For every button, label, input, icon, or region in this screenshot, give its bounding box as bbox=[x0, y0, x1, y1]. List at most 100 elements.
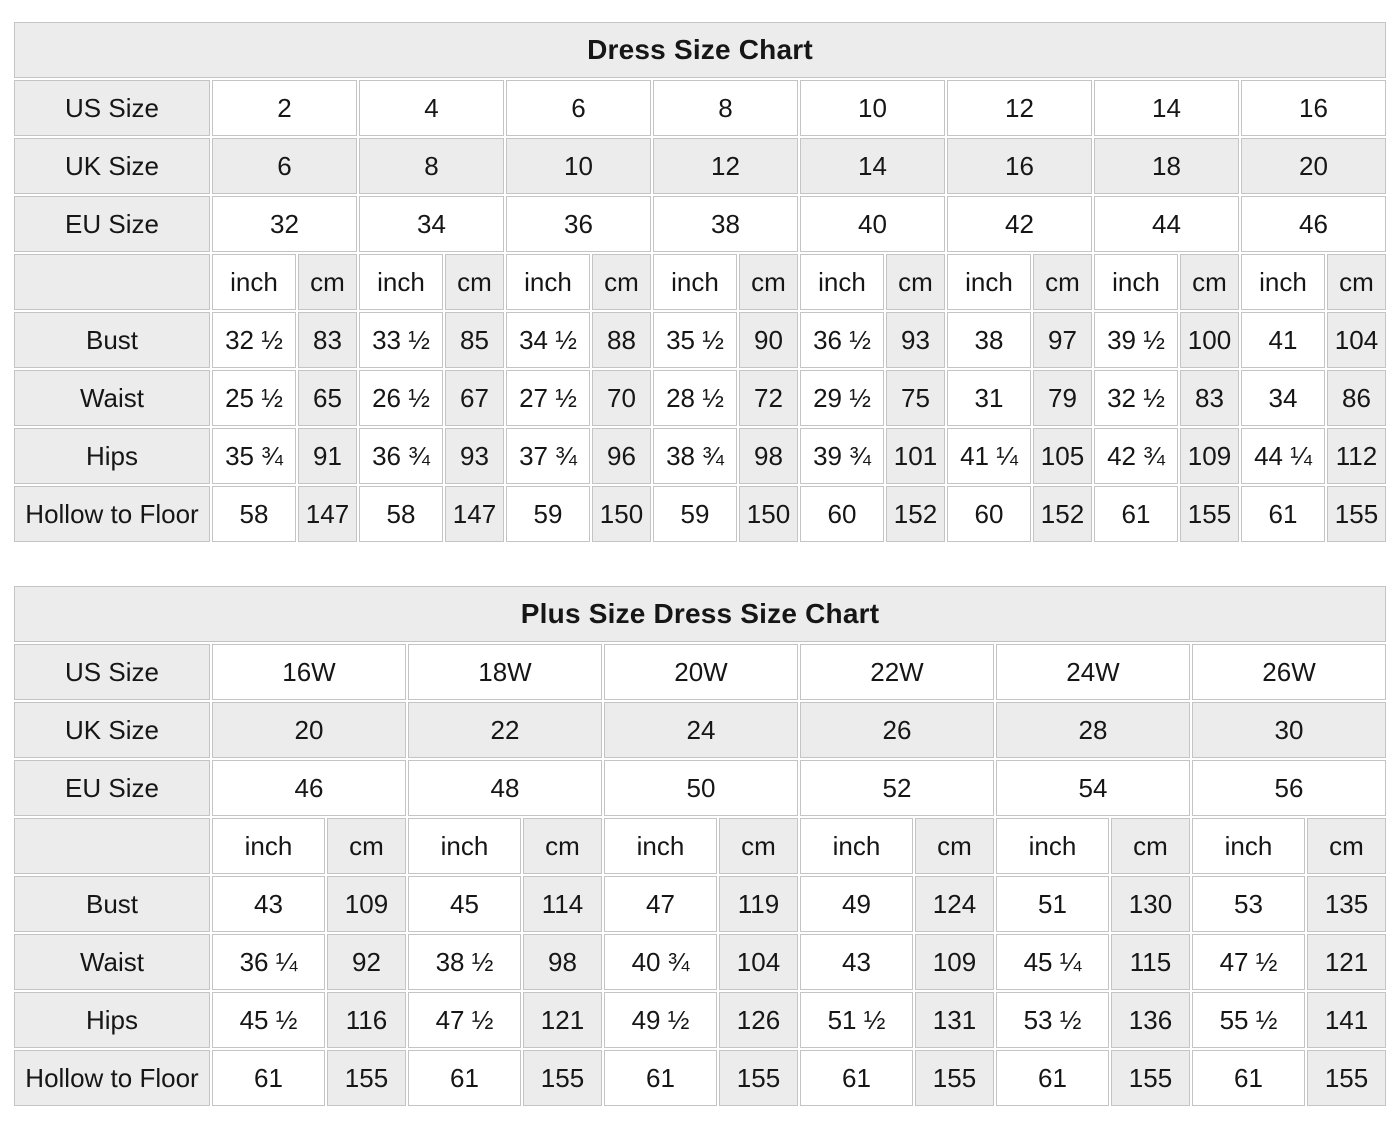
measurement-value-inch: 49 bbox=[800, 876, 913, 932]
measurement-value-cm: 152 bbox=[886, 486, 945, 542]
measurement-value-cm: 114 bbox=[523, 876, 602, 932]
size-value-cell: 30 bbox=[1192, 702, 1387, 758]
measurement-row: Hollow to Floor 61 155 61 155 61 155 61 155 61 155… bbox=[14, 1050, 1387, 1106]
measurement-value-cm: 150 bbox=[739, 486, 798, 542]
size-value-cell: 12 bbox=[653, 138, 798, 194]
measurement-value-cm: 83 bbox=[298, 312, 357, 368]
measurement-value-inch: 38 ¾ bbox=[653, 428, 737, 484]
measurement-value-cm: 104 bbox=[719, 934, 798, 990]
size-value-cell: 14 bbox=[800, 138, 945, 194]
measurement-value-inch: 41 bbox=[1241, 312, 1325, 368]
measurement-value-cm: 124 bbox=[915, 876, 994, 932]
measurement-value-inch: 34 bbox=[1241, 370, 1325, 426]
unit-cell-cm: cm bbox=[1327, 254, 1386, 310]
unit-cell-cm: cm bbox=[1180, 254, 1239, 310]
unit-cell-inch: inch bbox=[1094, 254, 1178, 310]
measurement-value-cm: 121 bbox=[1307, 934, 1387, 990]
size-row: EU Size 32 34 36 38 40 42 44 46 bbox=[14, 196, 1386, 252]
measurement-value-inch: 60 bbox=[800, 486, 884, 542]
unit-cell-inch: inch bbox=[604, 818, 717, 874]
size-value-cell: 46 bbox=[212, 760, 406, 816]
measurement-value-cm: 152 bbox=[1033, 486, 1092, 542]
unit-cell-inch: inch bbox=[408, 818, 521, 874]
measurement-value-inch: 43 bbox=[212, 876, 325, 932]
measurement-value-cm: 101 bbox=[886, 428, 945, 484]
measurement-value-inch: 45 bbox=[408, 876, 521, 932]
size-row: US Size 16W 18W 20W 22W 24W 26W bbox=[14, 644, 1387, 700]
measurement-value-inch: 51 bbox=[996, 876, 1109, 932]
measurement-value-cm: 98 bbox=[739, 428, 798, 484]
unit-cell-inch: inch bbox=[506, 254, 590, 310]
size-value-cell: 8 bbox=[359, 138, 504, 194]
measurement-value-cm: 104 bbox=[1327, 312, 1386, 368]
measurement-row: Hollow to Floor 58 147 58 147 59 150 59 150 60 152… bbox=[14, 486, 1386, 542]
measurement-value-inch: 37 ¾ bbox=[506, 428, 590, 484]
unit-cell-cm: cm bbox=[1307, 818, 1387, 874]
measurement-value-inch: 35 ½ bbox=[653, 312, 737, 368]
unit-cell-cm: cm bbox=[1033, 254, 1092, 310]
measurement-value-inch: 61 bbox=[1192, 1050, 1305, 1106]
size-value-cell: 12 bbox=[947, 80, 1092, 136]
size-row-label: EU Size bbox=[14, 196, 210, 252]
measurement-value-inch: 53 bbox=[1192, 876, 1305, 932]
table-title: Plus Size Dress Size Chart bbox=[14, 586, 1387, 642]
measurement-value-cm: 88 bbox=[592, 312, 651, 368]
measurement-row-label: Waist bbox=[14, 370, 210, 426]
measurement-value-cm: 135 bbox=[1307, 876, 1387, 932]
unit-cell-cm: cm bbox=[327, 818, 406, 874]
unit-cell-inch: inch bbox=[947, 254, 1031, 310]
unit-cell-cm: cm bbox=[298, 254, 357, 310]
measurement-row-label: Waist bbox=[14, 934, 210, 990]
measurement-value-cm: 109 bbox=[327, 876, 406, 932]
unit-cell-inch: inch bbox=[996, 818, 1109, 874]
unit-cell-cm: cm bbox=[592, 254, 651, 310]
measurement-value-cm: 91 bbox=[298, 428, 357, 484]
measurement-value-inch: 59 bbox=[653, 486, 737, 542]
size-value-cell: 18 bbox=[1094, 138, 1239, 194]
measurement-value-inch: 29 ½ bbox=[800, 370, 884, 426]
size-row: UK Size 20 22 24 26 28 30 bbox=[14, 702, 1387, 758]
size-row-label: UK Size bbox=[14, 138, 210, 194]
measurement-row: Bust 32 ½ 83 33 ½ 85 34 ½ 88 35 ½ 90 36 ½ 93 38 97 39… bbox=[14, 312, 1386, 368]
measurement-value-cm: 85 bbox=[445, 312, 504, 368]
units-spacer-cell bbox=[14, 818, 210, 874]
measurement-value-inch: 35 ¾ bbox=[212, 428, 296, 484]
size-value-cell: 20 bbox=[1241, 138, 1386, 194]
size-row: US Size 2 4 6 8 10 12 14 16 bbox=[14, 80, 1386, 136]
measurement-value-cm: 155 bbox=[719, 1050, 798, 1106]
measurement-value-cm: 97 bbox=[1033, 312, 1092, 368]
measurement-value-cm: 75 bbox=[886, 370, 945, 426]
unit-cell-cm: cm bbox=[523, 818, 602, 874]
measurement-value-inch: 43 bbox=[800, 934, 913, 990]
unit-cell-inch: inch bbox=[1241, 254, 1325, 310]
dress-size-chart-table: Dress Size Chart US Size 2 4 6 8 10 12 14 16 UK Si… bbox=[12, 20, 1388, 544]
unit-cell-inch: inch bbox=[212, 818, 325, 874]
measurement-value-cm: 150 bbox=[592, 486, 651, 542]
measurement-value-inch: 38 bbox=[947, 312, 1031, 368]
size-value-cell: 50 bbox=[604, 760, 798, 816]
unit-cell-inch: inch bbox=[800, 254, 884, 310]
measurement-value-inch: 61 bbox=[408, 1050, 521, 1106]
measurement-value-cm: 86 bbox=[1327, 370, 1386, 426]
size-value-cell: 6 bbox=[506, 80, 651, 136]
measurement-value-cm: 92 bbox=[327, 934, 406, 990]
measurement-value-cm: 93 bbox=[445, 428, 504, 484]
measurement-value-inch: 61 bbox=[1094, 486, 1178, 542]
measurement-value-cm: 100 bbox=[1180, 312, 1239, 368]
measurement-value-inch: 47 ½ bbox=[1192, 934, 1305, 990]
size-row: UK Size 6 8 10 12 14 16 18 20 bbox=[14, 138, 1386, 194]
measurement-value-cm: 105 bbox=[1033, 428, 1092, 484]
measurement-value-inch: 59 bbox=[506, 486, 590, 542]
measurement-value-cm: 109 bbox=[1180, 428, 1239, 484]
measurement-value-cm: 119 bbox=[719, 876, 798, 932]
table-title-row: Dress Size Chart bbox=[14, 22, 1386, 78]
measurement-value-inch: 25 ½ bbox=[212, 370, 296, 426]
unit-cell-cm: cm bbox=[1111, 818, 1190, 874]
measurement-row-label: Hollow to Floor bbox=[14, 486, 210, 542]
size-value-cell: 48 bbox=[408, 760, 602, 816]
size-value-cell: 10 bbox=[800, 80, 945, 136]
measurement-value-inch: 51 ½ bbox=[800, 992, 913, 1048]
measurement-row-label: Bust bbox=[14, 876, 210, 932]
unit-cell-inch: inch bbox=[1192, 818, 1305, 874]
